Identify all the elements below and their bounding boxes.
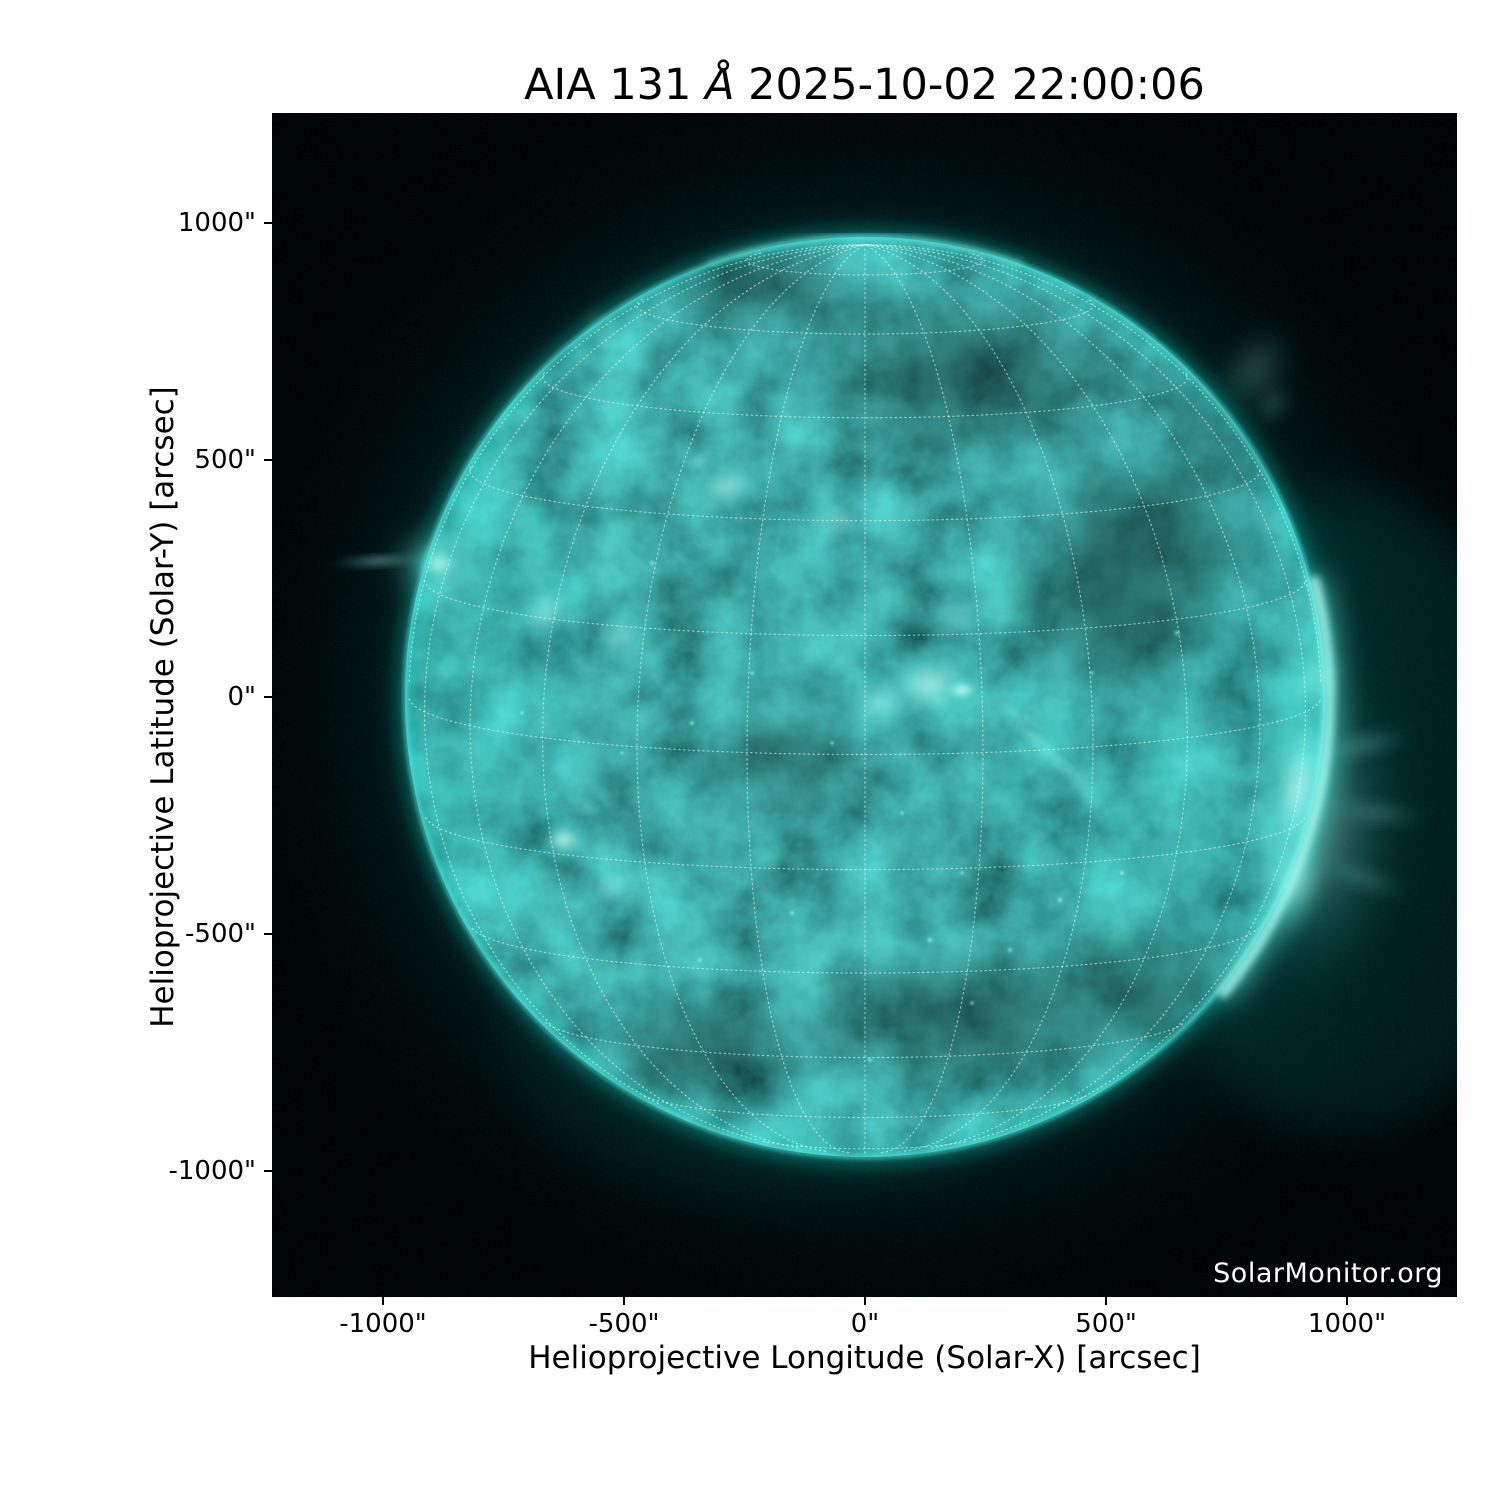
x-tick-label: -500" (588, 1309, 660, 1339)
x-tick-label: 0" (850, 1309, 880, 1339)
y-tick-mark (264, 459, 272, 461)
title-instrument: AIA 131 (524, 60, 706, 110)
x-tick-mark (382, 1297, 384, 1305)
y-tick-mark (264, 696, 272, 698)
sun-image (272, 113, 1457, 1297)
x-tick-mark (864, 1297, 866, 1305)
x-tick-label: 1000" (1307, 1309, 1387, 1339)
x-axis-label: Helioprojective Longitude (Solar-X) [arc… (528, 1340, 1201, 1376)
x-tick-mark (1346, 1297, 1348, 1305)
x-tick-mark (1105, 1297, 1107, 1305)
x-tick-mark (623, 1297, 625, 1305)
y-tick-label: 1000" (177, 208, 256, 238)
bright-points (518, 558, 1182, 1065)
y-tick-mark (264, 222, 272, 224)
figure-title: AIA 131 Å 2025-10-02 22:00:06 (272, 60, 1457, 110)
y-axis-label: Helioprojective Latitude (Solar-Y) [arcs… (145, 386, 181, 1028)
limb-glow (396, 228, 1342, 1166)
y-tick-mark (264, 1170, 272, 1172)
heliographic-grid (408, 244, 1322, 1154)
plot-area: SolarMonitor.org (272, 113, 1457, 1297)
y-tick-label: -500" (185, 919, 256, 949)
y-tick-mark (264, 933, 272, 935)
y-tick-label: 0" (227, 682, 256, 712)
x-tick-label: -1000" (339, 1309, 427, 1339)
title-angstrom-symbol: Å (705, 60, 735, 110)
x-tick-label: 500" (1075, 1309, 1137, 1339)
y-tick-label: 500" (194, 445, 256, 475)
title-datetime: 2025-10-02 22:00:06 (734, 60, 1205, 110)
y-tick-label: -1000" (168, 1156, 256, 1186)
watermark: SolarMonitor.org (1213, 1258, 1443, 1289)
